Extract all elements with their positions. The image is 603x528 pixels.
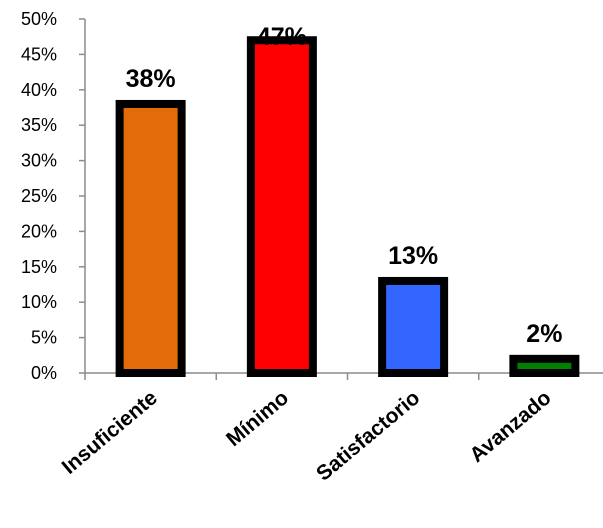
data-label: 2% (526, 320, 562, 348)
bar-insuficiente (115, 99, 186, 378)
data-labels: 38% 47% 13% 2% (126, 23, 563, 348)
y-tick-label: 40% (21, 80, 57, 100)
data-label: 13% (388, 242, 438, 270)
category-label: Satisfactorio (312, 386, 424, 485)
bar-satisfactorio (378, 276, 449, 377)
category-label: Insuficiente (58, 386, 162, 479)
bar-avanzado (509, 354, 580, 377)
category-label: Mínimo (222, 386, 293, 451)
y-tick-label: 5% (31, 328, 57, 348)
y-tick-label: 10% (21, 292, 57, 312)
y-axis-ticks: 0% 5% 10% 15% 20% 25% 30% 35% 40% 45% 50% (21, 9, 85, 383)
bar-mínimo (246, 36, 317, 378)
y-tick-label: 45% (21, 44, 57, 64)
bars (115, 36, 580, 378)
y-tick-label: 35% (21, 115, 57, 135)
y-tick-label: 30% (21, 151, 57, 171)
x-axis-ticks (84, 373, 480, 380)
y-tick-label: 20% (21, 221, 57, 241)
data-label: 47% (257, 23, 307, 51)
y-tick-label: 15% (21, 257, 57, 277)
y-tick-label: 0% (31, 363, 57, 383)
data-label: 38% (126, 65, 176, 93)
category-label: Avanzado (465, 386, 555, 467)
y-tick-label: 50% (21, 9, 57, 29)
y-tick-label: 25% (21, 186, 57, 206)
category-labels: Insuficiente Mínimo Satisfactorio Avanzado (58, 386, 556, 485)
